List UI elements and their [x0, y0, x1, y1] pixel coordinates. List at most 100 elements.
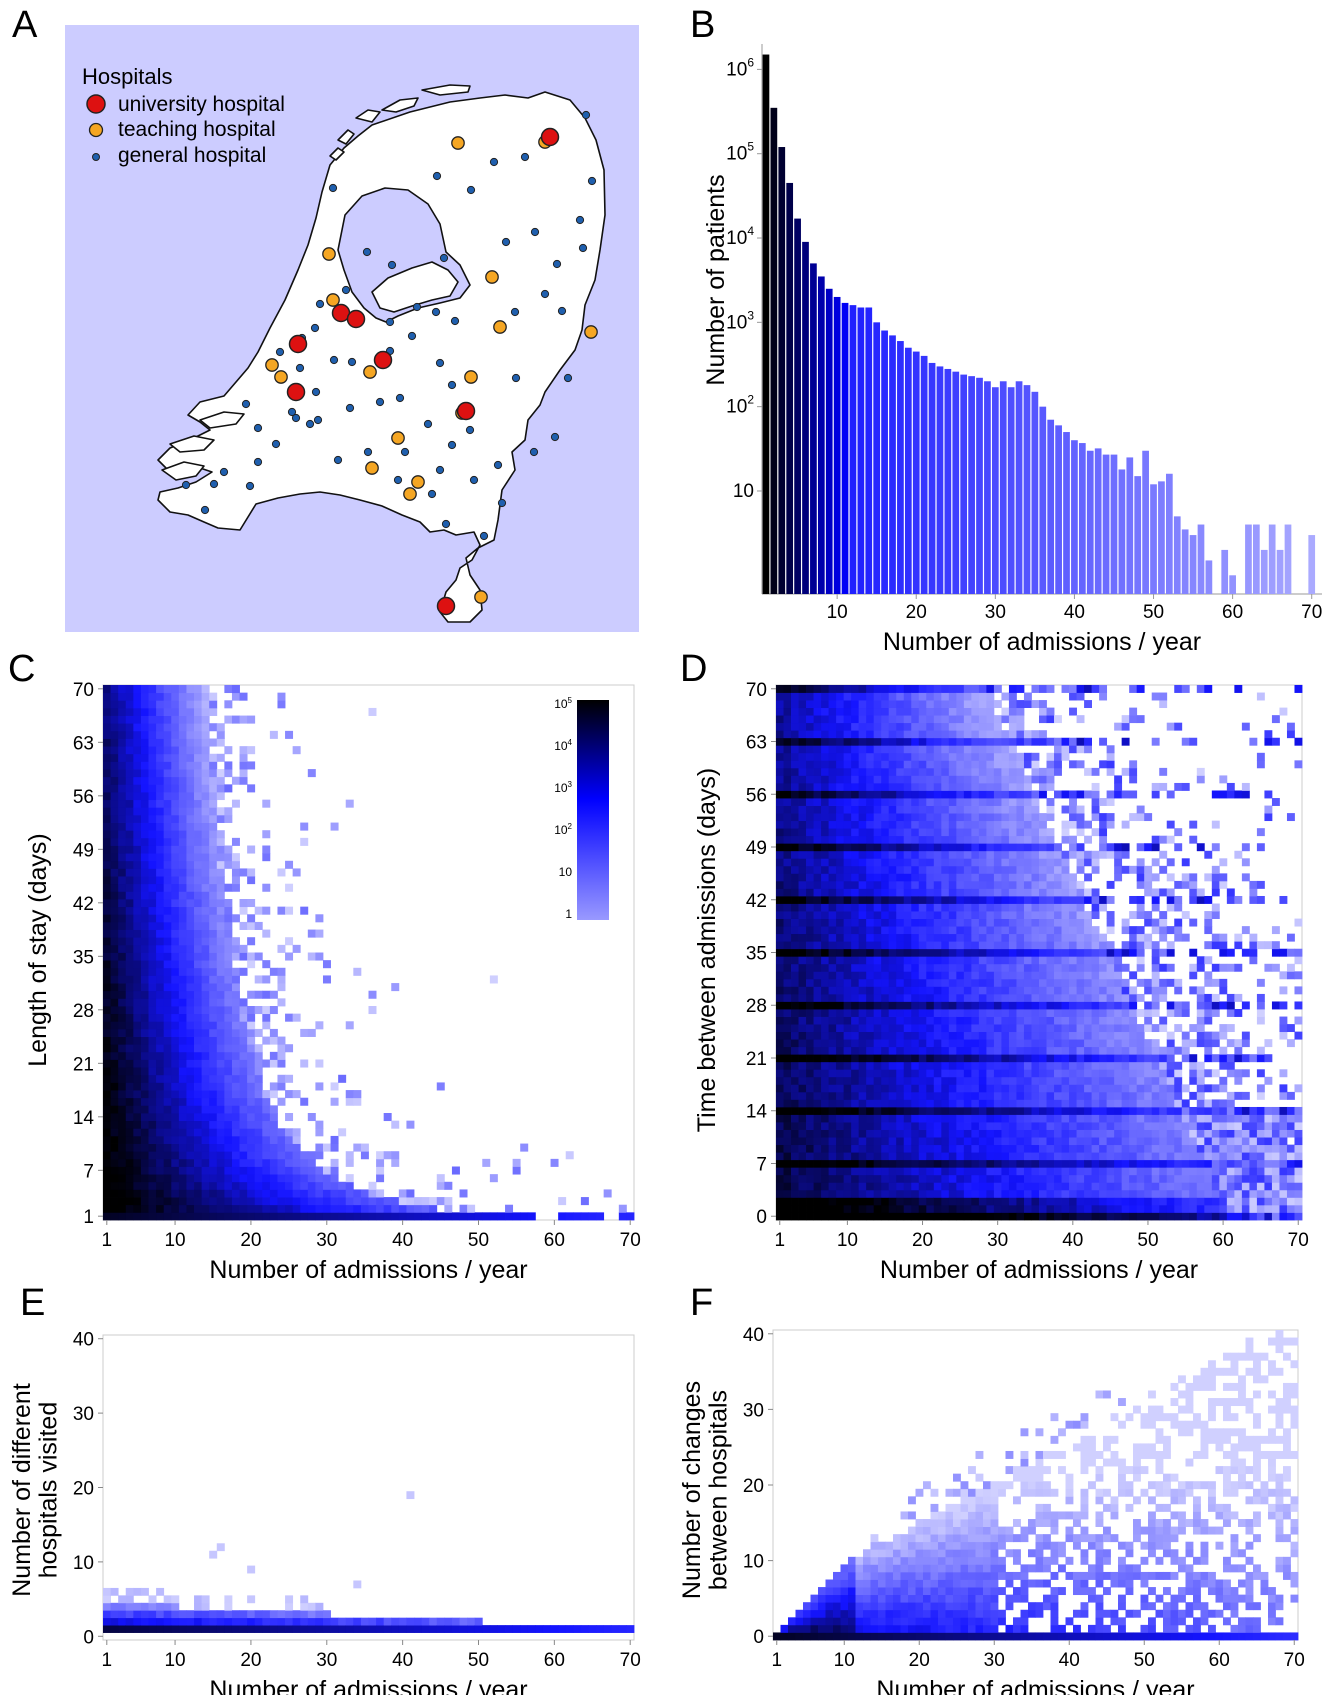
panel-d-cell	[956, 805, 965, 814]
panel-d-cell	[1023, 1009, 1032, 1017]
panel-d-cell	[821, 858, 829, 867]
panel-c-cell	[156, 914, 165, 923]
panel-d-cell	[903, 775, 912, 784]
panel-c-cell	[163, 1143, 172, 1152]
panel-c-cell	[292, 1090, 301, 1099]
panel-c-cell	[269, 1090, 278, 1099]
panel-d-cell	[1076, 790, 1085, 799]
panel-d-cell	[1008, 1174, 1017, 1183]
panel-d-cell	[1001, 911, 1010, 919]
panel-d-cell	[1091, 933, 1100, 942]
panel-d-cell	[1016, 707, 1025, 716]
panel-d-cell	[1054, 1204, 1062, 1213]
panel-d-cell	[1091, 865, 1100, 874]
panel-d-cell	[1076, 1174, 1085, 1183]
panel-d-cell	[993, 1016, 1002, 1025]
panel-d-cell	[858, 843, 867, 852]
panel-c-cell	[163, 1120, 172, 1129]
panel-d-cell	[881, 813, 890, 822]
panel-d-cell	[1023, 888, 1032, 897]
panel-d-cell	[1023, 1174, 1032, 1183]
panel-d-cell	[963, 880, 972, 889]
panel-d-cell	[836, 1182, 845, 1191]
panel-d-cell	[821, 820, 829, 829]
panel-c-cell	[239, 761, 248, 770]
panel-d-cell	[941, 767, 950, 776]
panel-d-cell	[1084, 1099, 1092, 1108]
panel-d-cell	[851, 1197, 860, 1206]
panel-d-cell	[836, 760, 845, 769]
panel-d-cell	[866, 941, 875, 950]
panel-d-cell	[1031, 700, 1040, 709]
panel-d-cell	[918, 1031, 927, 1040]
panel-c-cell	[163, 937, 172, 946]
panel-c-cell	[118, 1021, 127, 1030]
panel-d-cell	[993, 1114, 1002, 1123]
panel-d-cell	[1114, 1167, 1123, 1176]
panel-d-cell	[851, 722, 860, 731]
panel-d-cell	[896, 782, 905, 791]
panel-d-cell	[926, 1106, 935, 1115]
panel-c-cell	[322, 1204, 331, 1213]
panel-c-x-tick-label: 30	[316, 1230, 337, 1251]
b-bar	[857, 307, 865, 594]
panel-d-cell	[783, 1152, 792, 1161]
panel-d-cell	[978, 1114, 987, 1123]
panel-d-cell	[1023, 1114, 1032, 1123]
panel-d-cell	[963, 1054, 972, 1063]
panel-d-cell	[993, 1031, 1002, 1040]
panel-d-cell	[911, 1039, 920, 1048]
panel-d-cell	[1046, 903, 1055, 912]
panel-c-cell	[194, 960, 203, 969]
panel-d-cell	[776, 805, 784, 814]
panel-c-cell	[262, 1174, 271, 1183]
panel-d-cell	[918, 911, 927, 919]
panel-c-cell	[201, 830, 210, 839]
panel-c-cell	[216, 1051, 225, 1060]
panel-c-cell	[140, 814, 149, 823]
panel-c-cell	[247, 990, 256, 999]
panel-c-cell	[148, 883, 157, 892]
panel-c-cell	[194, 1067, 203, 1076]
panel-c-cell	[194, 883, 203, 892]
panel-d-cell	[806, 775, 814, 784]
panel-d-cell	[1001, 865, 1010, 874]
panel-d-cell	[1069, 850, 1077, 859]
panel-d-cell	[843, 978, 852, 987]
panel-d-cell	[971, 978, 980, 987]
panel-d-cell	[1054, 978, 1062, 987]
panel-c-cell	[194, 784, 203, 793]
panel-c-cell	[209, 784, 218, 793]
panel-d-cell	[948, 993, 957, 1002]
panel-d-cell	[971, 911, 980, 919]
panel-c-cell	[216, 960, 225, 969]
panel-d-cell	[1084, 1016, 1092, 1025]
panel-d-cell	[1031, 1001, 1040, 1010]
panel-c-cell	[239, 769, 248, 778]
panel-d-cell	[956, 993, 965, 1002]
panel-d-cell	[851, 1001, 860, 1010]
panel-c-cell	[292, 746, 301, 755]
panel-d-cell	[1106, 790, 1115, 799]
panel-d-cell	[843, 986, 852, 995]
panel-d-cell	[926, 798, 935, 806]
panel-d-cell	[1091, 948, 1100, 957]
panel-c-cell	[368, 1006, 377, 1015]
panel-d-cell	[791, 745, 799, 754]
panel-c-cell	[194, 707, 203, 716]
panel-d-cell	[918, 1204, 927, 1213]
panel-d-cell	[1039, 933, 1047, 942]
panel-d-cell	[986, 685, 995, 693]
panel-d-cell	[791, 895, 799, 904]
teaching-hospital-marker	[322, 247, 336, 261]
panel-d-cell	[948, 715, 957, 724]
panel-c-cell	[580, 1197, 589, 1206]
panel-d-cell	[1091, 1122, 1100, 1130]
panel-c-cell	[391, 983, 400, 992]
panel-d-cell	[1023, 865, 1032, 874]
panel-c-cell	[254, 1120, 263, 1129]
panel-c-cell	[178, 883, 187, 892]
panel-c-cell	[171, 929, 180, 938]
panel-c-cell	[224, 1105, 233, 1114]
panel-c-cell	[277, 1174, 286, 1183]
